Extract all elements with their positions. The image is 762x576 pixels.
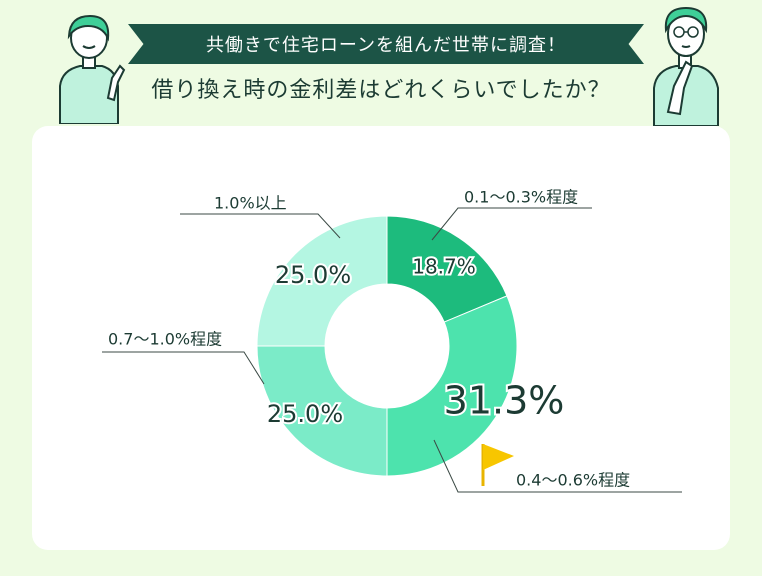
slice-value-label-1: 18.7% xyxy=(412,255,476,279)
donut-slice-4 xyxy=(256,215,388,347)
chart-card xyxy=(32,126,730,550)
leader-line-3 xyxy=(102,351,265,385)
donut-slice-1 xyxy=(386,215,508,323)
woman-pointing-illustration xyxy=(59,14,126,124)
category-label-1: 0.1〜0.3%程度 xyxy=(464,188,578,207)
man-thinking-illustration xyxy=(653,6,719,126)
donut-slice-3 xyxy=(256,345,388,477)
category-label-3: 0.7〜1.0%程度 xyxy=(108,330,222,349)
slice-value-label-3: 25.0% xyxy=(267,400,343,428)
survey-banner: 共働きで住宅ローンを組んだ世帯に調査！ xyxy=(128,24,644,64)
leader-line-1 xyxy=(431,207,592,241)
category-label-2: 0.4〜0.6%程度 xyxy=(516,471,630,490)
highlight-flag-icon xyxy=(483,444,514,470)
slice-value-label-4: 25.0% xyxy=(275,261,351,289)
question-title: 借り換え時の金利差はどれくらいでしたか？ xyxy=(151,78,611,103)
slice-value-label-2: 31.3% xyxy=(444,379,565,423)
leader-line-2 xyxy=(433,439,682,493)
banner-text: 共働きで住宅ローンを組んだ世帯に調査！ xyxy=(205,35,567,56)
category-label-4: 1.0%以上 xyxy=(214,194,287,213)
donut-slice-2 xyxy=(386,295,518,477)
leader-line-4 xyxy=(180,213,341,239)
